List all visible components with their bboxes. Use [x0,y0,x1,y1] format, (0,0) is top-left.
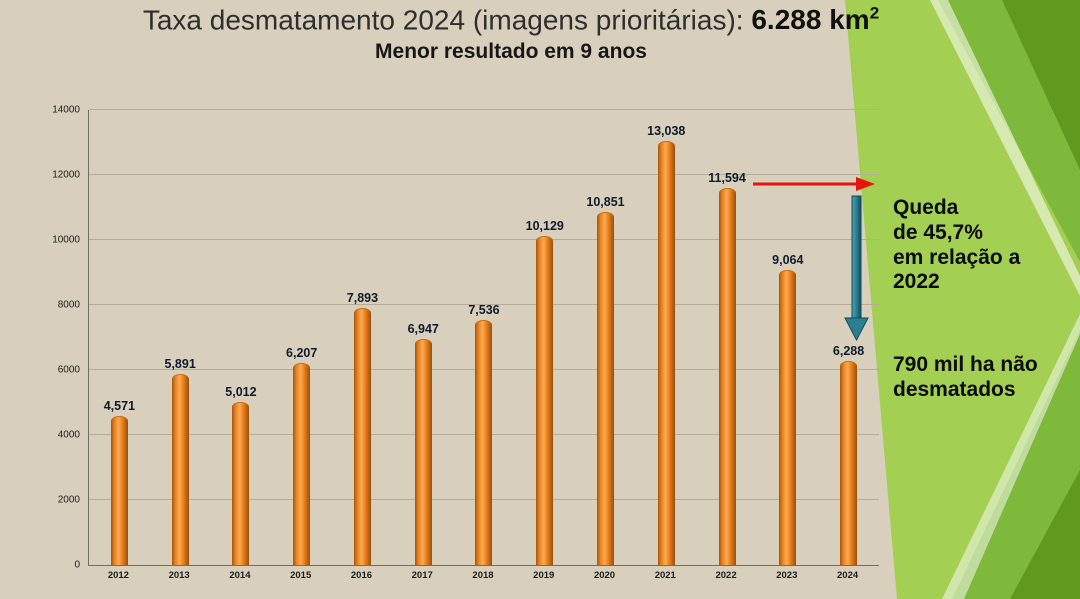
plot-area: 0 2000 4000 6000 8000 10000 12000 14000 4,571 5,8… [52,105,879,571]
x-axis-label-2020: 2020 [593,570,616,581]
green-wedge-bottom-corner [1010,470,1080,599]
x-axis-label-2013: 2013 [168,570,190,581]
annotation-saved: 790 mil ha não desmatados [893,353,1038,401]
gridline [89,239,879,240]
bar-2020 [597,212,614,565]
bar-2013 [171,373,189,565]
bar-2016 [353,308,371,565]
x-axis-label-2015: 2015 [290,570,312,581]
bar-value-label: 7,893 [346,291,379,306]
bar-2024 [840,360,858,565]
y-axis-tick: 4000 [57,429,80,441]
bar-2017 [414,339,432,565]
gridline [89,304,879,305]
x-axis-label-2017: 2017 [411,570,433,581]
y-axis-tick: 2000 [57,494,80,506]
annotation-drop: Queda de 45,7% em relação a 2022 [893,196,1021,294]
bar-column-2014: 5,012 [211,110,272,565]
bar-value-label: 13,038 [647,124,686,139]
x-axis-labels: 2012 2013 2014 2015 2016 2017 2018 2019 2020 2021… [88,570,878,581]
x-axis-label-2016: 2016 [350,570,373,581]
bar-value-label: 6,288 [832,343,865,358]
bar-value-label: 10,851 [586,195,625,210]
bar-value-label: 10,129 [525,218,564,233]
bar-value-label: 5,891 [164,356,196,371]
bar-value-label: 9,064 [772,253,804,268]
bar-value-label: 11,594 [708,171,746,186]
bar-2012 [110,416,128,565]
y-axis-tick: 0 [74,559,80,571]
gridline [89,109,879,110]
page-subtitle: Menor resultado em 9 anos [375,40,647,63]
x-axis-label-2021: 2021 [654,570,676,581]
x-axis-label-2012: 2012 [107,570,129,581]
bar-column-2017: 6,947 [393,110,454,565]
title-superscript: 2 [869,4,880,23]
bar-2019 [536,235,554,565]
x-axis-label-2024: 2024 [837,570,859,581]
x-axis-label-2019: 2019 [533,570,555,581]
bar-column-2012: 4,571 [89,110,150,565]
bar-column-2023: 9,064 [757,110,818,565]
x-axis-label-2014: 2014 [229,570,251,581]
bar-2014 [232,402,250,565]
bar-value-label: 5,012 [225,385,257,400]
bar-value-label: 7,536 [468,303,500,318]
gridline [89,174,879,175]
bar-column-2016: 7,893 [332,110,393,565]
page-title: Taxa desmatamento 2024 (imagens prioritá… [0,4,1022,36]
bar-column-2021: 13,038 [636,110,697,565]
bar-2022 [718,188,736,565]
bar-column-2018: 7,536 [454,110,515,565]
bar-column-2024: 6,288 [818,110,879,565]
bar-column-2022: 11,594 [697,110,758,565]
bar-2018 [475,320,493,565]
title-prefix: Taxa desmatamento 2024 (imagens prioritá… [142,4,752,36]
bar-value-label: 6,947 [407,322,439,337]
bar-column-2020: 10,851 [575,110,636,565]
bar-2015 [293,363,311,565]
y-axis-tick: 10000 [52,234,80,246]
x-axis-label-2018: 2018 [472,570,494,581]
bars-container: 4,571 5,891 5,012 6,207 7,893 6,947 7,536 10,12… [89,110,879,565]
y-axis-tick: 14000 [52,104,80,116]
title-value: 6.288 km [751,4,870,36]
y-axis-tick: 6000 [57,364,80,376]
bar-column-2015: 6,207 [271,110,332,565]
x-axis-label-2022: 2022 [715,570,737,581]
bar-value-label: 6,207 [286,346,318,361]
bar-2021 [657,141,675,565]
bar-column-2013: 5,891 [150,110,211,565]
y-axis-tick: 8000 [57,299,80,311]
bar-column-2019: 10,129 [514,110,575,565]
y-axis-tick: 12000 [52,169,80,181]
bar-2023 [779,270,797,565]
green-band [845,0,1080,599]
x-axis-label-2023: 2023 [776,570,798,581]
bar-value-label: 4,571 [103,399,136,414]
